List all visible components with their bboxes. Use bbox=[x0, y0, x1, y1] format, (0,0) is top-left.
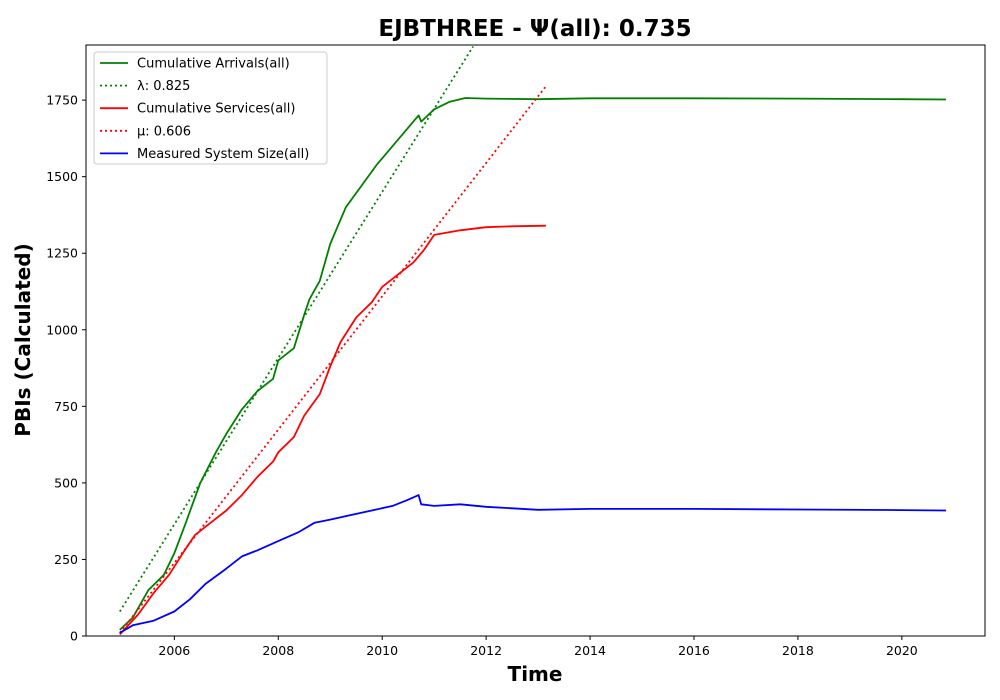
x-tick-label: 2012 bbox=[470, 643, 502, 658]
x-axis-ticks: 2006 2008 2010 2012 2014 2016 2018 2020 bbox=[158, 636, 918, 658]
y-tick-label: 0 bbox=[70, 629, 78, 644]
legend-label: Cumulative Services(all) bbox=[137, 102, 295, 117]
y-tick-label: 1000 bbox=[46, 322, 78, 337]
plot-frame bbox=[85, 44, 986, 637]
x-tick-label: 2010 bbox=[366, 643, 398, 658]
y-tick-label: 500 bbox=[54, 475, 78, 490]
y-tick-label: 250 bbox=[54, 552, 78, 567]
y-tick-label: 1250 bbox=[46, 246, 78, 261]
y-axis-title: PBIs (Calculated) bbox=[11, 243, 35, 436]
x-axis-title: Time bbox=[508, 662, 563, 686]
x-tick-label: 2016 bbox=[678, 643, 710, 658]
chart-title: EJBTHREE - Ψ(all): 0.735 bbox=[378, 16, 691, 42]
series-line-2 bbox=[119, 224, 546, 636]
legend-label: Cumulative Arrivals(all) bbox=[137, 57, 290, 72]
x-tick-label: 2014 bbox=[574, 643, 606, 658]
legend-label: Measured System Size(all) bbox=[137, 147, 309, 162]
y-axis-ticks: 0 250 500 750 1000 1250 1500 1750 bbox=[46, 93, 86, 644]
x-tick-label: 2008 bbox=[262, 643, 294, 658]
series-line-4 bbox=[119, 494, 947, 634]
series-line-3 bbox=[119, 85, 547, 634]
series-line-0 bbox=[119, 97, 947, 631]
legend: Cumulative Arrivals(all) λ: 0.825 Cumulati… bbox=[93, 51, 328, 165]
x-tick-label: 2018 bbox=[782, 643, 814, 658]
x-tick-label: 2020 bbox=[886, 643, 918, 658]
legend-label: λ: 0.825 bbox=[137, 79, 190, 94]
y-tick-label: 1750 bbox=[46, 93, 78, 108]
plot-lines bbox=[119, 46, 947, 636]
x-tick-label: 2006 bbox=[158, 643, 190, 658]
y-tick-label: 1500 bbox=[46, 169, 78, 184]
legend-box bbox=[93, 51, 328, 165]
series-line-1 bbox=[119, 46, 474, 612]
y-tick-label: 750 bbox=[54, 399, 78, 414]
legend-label: μ: 0.606 bbox=[137, 124, 191, 139]
